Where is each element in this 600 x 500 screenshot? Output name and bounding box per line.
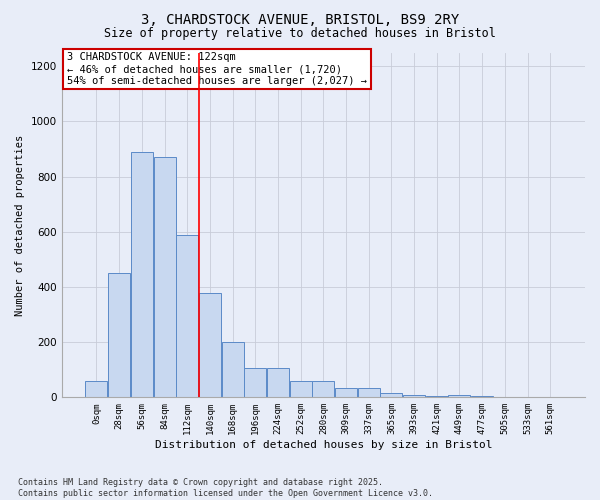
Bar bbox=[131, 152, 153, 398]
Bar bbox=[358, 388, 380, 398]
Bar bbox=[176, 234, 198, 398]
Bar bbox=[199, 292, 221, 398]
Text: Size of property relative to detached houses in Bristol: Size of property relative to detached ho… bbox=[104, 28, 496, 40]
Text: 3, CHARDSTOCK AVENUE, BRISTOL, BS9 2RY: 3, CHARDSTOCK AVENUE, BRISTOL, BS9 2RY bbox=[141, 12, 459, 26]
Bar bbox=[335, 388, 357, 398]
Text: Contains HM Land Registry data © Crown copyright and database right 2025.
Contai: Contains HM Land Registry data © Crown c… bbox=[18, 478, 433, 498]
Text: 3 CHARDSTOCK AVENUE: 122sqm
← 46% of detached houses are smaller (1,720)
54% of : 3 CHARDSTOCK AVENUE: 122sqm ← 46% of det… bbox=[67, 52, 367, 86]
Bar bbox=[426, 396, 448, 398]
Bar bbox=[471, 396, 493, 398]
Bar bbox=[290, 381, 311, 398]
Bar bbox=[403, 394, 425, 398]
Bar bbox=[380, 393, 403, 398]
X-axis label: Distribution of detached houses by size in Bristol: Distribution of detached houses by size … bbox=[155, 440, 492, 450]
Y-axis label: Number of detached properties: Number of detached properties bbox=[15, 134, 25, 316]
Bar bbox=[448, 394, 470, 398]
Bar bbox=[154, 158, 176, 398]
Bar bbox=[108, 273, 130, 398]
Bar bbox=[221, 342, 244, 398]
Bar bbox=[267, 368, 289, 398]
Bar bbox=[244, 368, 266, 398]
Bar bbox=[313, 381, 334, 398]
Bar bbox=[85, 381, 107, 398]
